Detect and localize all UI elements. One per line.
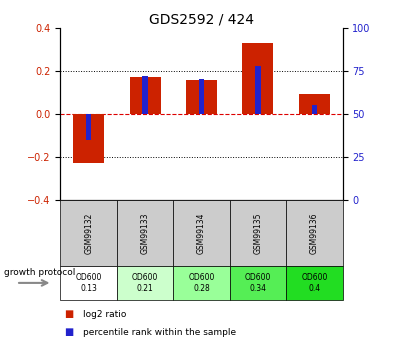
Text: GSM99132: GSM99132	[84, 212, 93, 254]
Text: OD600
0.21: OD600 0.21	[132, 273, 158, 293]
Text: OD600
0.28: OD600 0.28	[188, 273, 215, 293]
Bar	[142, 76, 148, 114]
Bar	[255, 66, 261, 114]
Text: growth protocol: growth protocol	[4, 268, 75, 277]
Text: GSM99133: GSM99133	[141, 212, 150, 254]
Bar	[299, 95, 330, 114]
Bar	[73, 114, 104, 164]
Text: GSM99135: GSM99135	[253, 212, 262, 254]
Text: OD600
0.34: OD600 0.34	[245, 273, 271, 293]
Bar	[199, 79, 204, 114]
Bar	[130, 77, 160, 114]
Text: ■: ■	[64, 309, 74, 319]
Text: log2 ratio: log2 ratio	[83, 310, 126, 319]
Bar	[86, 114, 91, 140]
Text: GSM99134: GSM99134	[197, 212, 206, 254]
Text: GSM99136: GSM99136	[310, 212, 319, 254]
Text: GDS2592 / 424: GDS2592 / 424	[149, 12, 254, 26]
Bar	[243, 43, 273, 114]
Text: ■: ■	[64, 327, 74, 337]
Bar	[186, 80, 217, 114]
Bar	[312, 105, 317, 114]
Text: OD600
0.4: OD600 0.4	[301, 273, 328, 293]
Text: OD600
0.13: OD600 0.13	[75, 273, 102, 293]
Text: percentile rank within the sample: percentile rank within the sample	[83, 327, 236, 337]
